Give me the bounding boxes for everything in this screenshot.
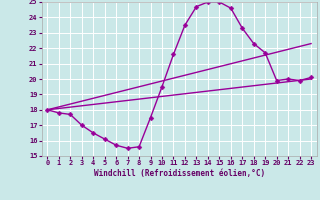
X-axis label: Windchill (Refroidissement éolien,°C): Windchill (Refroidissement éolien,°C) xyxy=(94,169,265,178)
